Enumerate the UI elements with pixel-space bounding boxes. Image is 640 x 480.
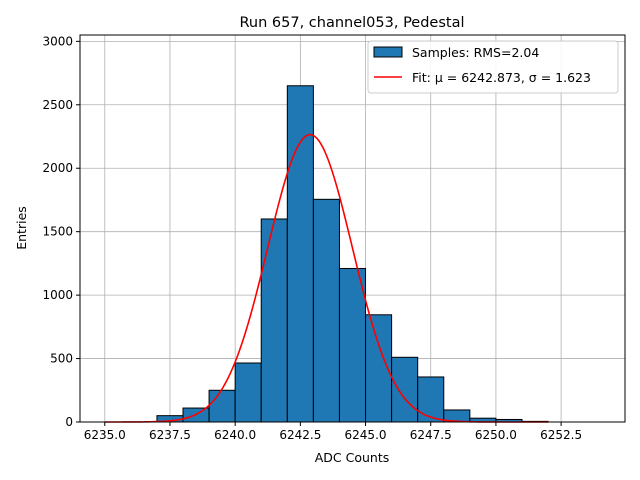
y-tick-label: 2500 (42, 98, 73, 112)
y-axis-label: Entries (14, 206, 29, 250)
histogram-bar (312, 198, 340, 423)
legend: Samples: RMS=2.04 Fit: μ = 6242.873, σ =… (367, 40, 619, 94)
histogram-bar (417, 376, 445, 423)
x-axis-ticks: 6235.0 6237.5 6240.0 6242.5 6245.0 6247.5 6250… (84, 422, 582, 442)
x-axis-label: ADC Counts (315, 450, 390, 465)
x-tick-label: 6250.0 (475, 428, 517, 442)
legend-box (367, 40, 619, 94)
chart-title: Run 657, channel053, Pedestal (239, 15, 464, 31)
x-tick-label: 6242.5 (279, 428, 321, 442)
histogram-bar (208, 389, 236, 423)
legend-histogram-swatch (373, 46, 403, 58)
x-tick-label: 6247.5 (410, 428, 452, 442)
y-tick-label: 2000 (42, 161, 73, 175)
histogram-bar (260, 218, 288, 423)
x-tick-label: 6237.5 (149, 428, 191, 442)
histogram-bar (234, 362, 262, 423)
y-axis-ticks: 0 500 1000 1500 2000 2500 3000 (42, 34, 80, 429)
legend-fit-label: Fit: μ = 6242.873, σ = 1.623 (412, 70, 591, 85)
legend-histogram-label: Samples: RMS=2.04 (412, 45, 539, 60)
x-tick-label: 6252.5 (540, 428, 582, 442)
x-tick-label: 6245.0 (345, 428, 387, 442)
y-tick-label: 1500 (42, 225, 73, 239)
histogram-bars (156, 85, 549, 423)
histogram-bar (286, 85, 314, 423)
plot-frame (79, 34, 626, 423)
histogram-bar (338, 267, 367, 423)
x-tick-label: 6240.0 (214, 428, 256, 442)
x-tick-label: 6235.0 (84, 428, 126, 442)
y-tick-label: 500 (50, 352, 73, 366)
y-tick-label: 3000 (42, 34, 73, 48)
y-tick-label: 1000 (42, 288, 73, 302)
histogram-bar (391, 356, 419, 423)
y-tick-label: 0 (65, 415, 73, 429)
